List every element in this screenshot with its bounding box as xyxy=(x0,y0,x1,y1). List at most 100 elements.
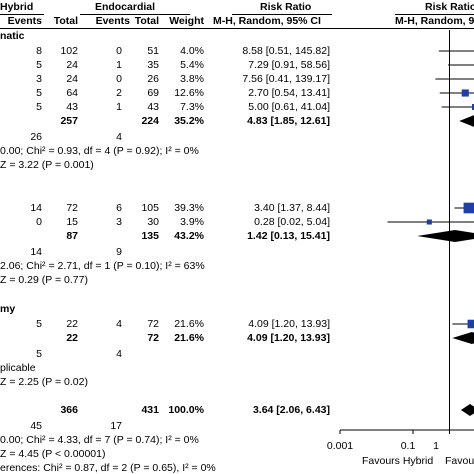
events-cell: 26 xyxy=(30,131,42,143)
table-cell: 3.8% xyxy=(180,73,204,85)
table-cell: 7.56 [0.41, 139.17] xyxy=(242,73,330,85)
table-cell: 102 xyxy=(60,45,78,57)
table-cell: 4 xyxy=(116,318,122,330)
table-cell: 69 xyxy=(147,87,159,99)
table-cell: 14 xyxy=(30,202,42,214)
table-cell: 5 xyxy=(36,87,42,99)
table-cell: 30 xyxy=(147,216,159,228)
events-cell: 14 xyxy=(30,246,42,258)
table-cell: 24 xyxy=(66,59,78,71)
x-tick-label: 0.1 xyxy=(400,440,416,452)
favours-hybrid-label: Favours Hybrid xyxy=(362,455,434,467)
overall-effect-text: Z = 2.25 (P = 0.02) xyxy=(0,376,88,388)
header-underline-rr-right xyxy=(395,14,474,15)
heterogeneity-text: 0.00; Chi² = 0.93, df = 4 (P = 0.92); I²… xyxy=(0,145,199,157)
study-marker xyxy=(467,319,474,329)
heterogeneity-text: 0.00; Chi² = 4.33, df = 7 (P = 0.74); I²… xyxy=(0,434,199,446)
study-marker xyxy=(463,202,474,214)
table-cell: 0 xyxy=(116,73,122,85)
subtotal-cell: 4.83 [1.85, 12.61] xyxy=(247,115,330,127)
favours-endocardial-label: Favours E xyxy=(445,455,474,467)
table-cell: 21.6% xyxy=(174,318,204,330)
events-cell: 17 xyxy=(110,420,122,432)
table-cell: 12.6% xyxy=(174,87,204,99)
table-cell: 1 xyxy=(116,59,122,71)
table-cell: 5.4% xyxy=(180,59,204,71)
table-cell: 43 xyxy=(66,101,78,113)
study-marker xyxy=(472,103,474,111)
subtotal-cell: 224 xyxy=(141,115,159,127)
overall-effect-text: Z = 4.45 (P < 0.00001) xyxy=(0,448,106,460)
overall-effect-text: Z = 0.29 (P = 0.77) xyxy=(0,274,88,286)
table-cell: 8 xyxy=(36,45,42,57)
subtotal-cell: 4.09 [1.20, 13.93] xyxy=(247,332,330,344)
table-cell: 43 xyxy=(147,101,159,113)
table-cell: 3 xyxy=(116,216,122,228)
table-cell: 7.3% xyxy=(180,101,204,113)
total-cell: 366 xyxy=(60,404,78,416)
overall-effect-text: Z = 3.22 (P = 0.001) xyxy=(0,159,94,171)
events-cell: 9 xyxy=(116,246,122,258)
total-cell: 100.0% xyxy=(168,404,204,416)
events-cell: 45 xyxy=(30,420,42,432)
table-cell: 24 xyxy=(66,73,78,85)
subtotal-cell: 1.42 [0.13, 15.41] xyxy=(247,230,330,242)
table-cell: 22 xyxy=(66,318,78,330)
header-underline-hybrid xyxy=(0,14,44,15)
header-endocardial: Endocardial xyxy=(94,1,156,13)
table-cell: 0 xyxy=(36,216,42,228)
study-marker xyxy=(461,89,469,97)
table-cell: 4.0% xyxy=(180,45,204,57)
subtotal-cell: 87 xyxy=(66,230,78,242)
table-cell: 3.40 [1.37, 8.44] xyxy=(254,202,330,214)
table-cell: 72 xyxy=(66,202,78,214)
table-cell: 2 xyxy=(116,87,122,99)
heterogeneity-text: 2.06; Chi² = 2.71, df = 1 (P = 0.10); I²… xyxy=(0,260,205,272)
subtotal-cell: 21.6% xyxy=(174,332,204,344)
study-marker xyxy=(426,219,432,225)
pooled-diamond xyxy=(452,332,474,344)
x-tick-label: 0.001 xyxy=(326,440,354,452)
table-cell: 51 xyxy=(147,45,159,57)
subtotal-cell: 43.2% xyxy=(174,230,204,242)
table-cell: 2.70 [0.54, 13.41] xyxy=(248,87,330,99)
table-cell: 64 xyxy=(66,87,78,99)
table-cell: 3.9% xyxy=(180,216,204,228)
total-cell: 431 xyxy=(141,404,159,416)
table-cell: 5 xyxy=(36,318,42,330)
header-method: M-H, Random, 95% CI xyxy=(213,15,321,27)
pooled-diamond xyxy=(459,115,474,127)
header-events-1: Events xyxy=(7,15,42,27)
header-bottom-rule xyxy=(0,28,474,29)
events-cell: 4 xyxy=(116,131,122,143)
table-cell: 1 xyxy=(116,101,122,113)
table-cell: 5 xyxy=(36,101,42,113)
subtotal-cell: 22 xyxy=(66,332,78,344)
table-cell: 72 xyxy=(147,318,159,330)
subtotal-cell: 35.2% xyxy=(174,115,204,127)
heterogeneity-text: plicable xyxy=(0,362,36,374)
table-cell: 35 xyxy=(147,59,159,71)
group-title: my xyxy=(0,303,16,315)
header-hybrid: Hybrid xyxy=(0,1,34,13)
header-events-2: Events xyxy=(95,15,130,27)
table-cell: 105 xyxy=(141,202,159,214)
table-cell: 39.3% xyxy=(174,202,204,214)
pooled-diamond xyxy=(417,230,474,242)
table-cell: 3 xyxy=(36,73,42,85)
table-cell: 5.00 [0.61, 41.04] xyxy=(248,101,330,113)
x-tick-label: 1 xyxy=(433,440,439,452)
group-title: natic xyxy=(0,30,25,42)
header-weight: Weight xyxy=(169,15,204,27)
subtotal-cell: 72 xyxy=(147,332,159,344)
table-cell: 7.29 [0.91, 58.56] xyxy=(248,59,330,71)
subgroup-diff-text: erences: Chi² = 0.87, df = 2 (P = 0.65),… xyxy=(0,462,216,474)
header-underline-endo xyxy=(80,14,190,15)
header-total-1: Total xyxy=(53,15,78,27)
table-cell: 6 xyxy=(116,202,122,214)
header-method-right: M-H, Random, 9 xyxy=(395,15,474,27)
header-risk-ratio-left: Risk Ratio xyxy=(260,1,312,13)
subtotal-cell: 257 xyxy=(60,115,78,127)
